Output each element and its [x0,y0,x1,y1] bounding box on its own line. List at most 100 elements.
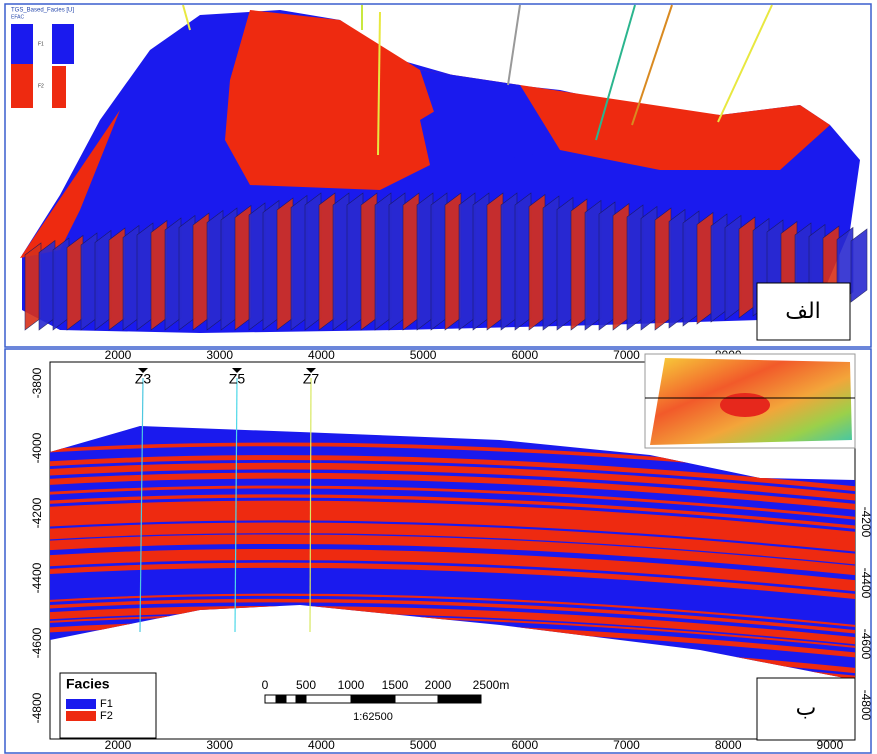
slice [66,234,84,331]
f1-region [420,70,560,160]
legend-label: F1 [100,698,113,710]
x-tick-label: 6000 [511,738,538,752]
y-tick-label: -4800 [859,690,873,721]
x-tick-label: 6000 [511,348,538,362]
f2-layer [50,614,855,648]
slice [430,192,448,331]
legend-label: F2 [38,83,44,89]
slice [290,194,308,331]
f2-layer [50,534,855,573]
y-tick-label: -4800 [30,692,44,723]
well-label: Z7 [303,371,320,387]
scale-segment [350,694,396,704]
scale-segment [264,694,277,704]
y-tick-label: -4400 [30,562,44,593]
f2-layer [50,472,855,510]
y-tick-label: -4000 [30,432,44,463]
y-tick-label: -4200 [859,507,873,538]
panel-a-subtitle: EFAC [11,14,24,20]
slice [38,239,56,331]
f2-layer [50,605,855,645]
x-tick-label: 9000 [817,738,844,752]
slice [164,217,182,331]
slice [178,214,196,331]
scale-segment [285,694,297,704]
y-tick-label: -4200 [30,497,44,528]
scale-label: 500 [296,678,316,692]
f2-layer [50,562,855,599]
slice [458,192,476,331]
label-box [756,282,851,341]
y-tick-label: -3800 [30,367,44,398]
slice [220,207,238,331]
slice [500,192,518,331]
scale-segment [394,694,439,704]
slice [52,237,70,331]
f2-layer [50,512,855,552]
f2-layer [50,538,855,576]
slice [640,205,658,331]
legend-swatch [11,24,33,64]
f2-layer [50,598,855,634]
slice [360,192,378,331]
legend-swatch [52,24,74,64]
well [182,4,191,31]
panel-a-title: TGS_Based_Facies [U] [11,8,74,14]
scale-label: 2000 [425,678,452,692]
slice [276,197,294,331]
slice [724,214,742,321]
scale-ratio: 1:62500 [353,711,393,723]
slice [122,224,140,331]
x-tick-label: 2000 [105,348,132,362]
label-box [756,677,856,741]
scale-label: 1500 [382,678,409,692]
slice [108,227,126,331]
slice [318,192,336,331]
scale-label: 2500m [473,678,510,692]
x-tick-label: 7000 [613,348,640,362]
legend-swatch [66,711,96,721]
f2-layer [50,494,855,529]
slice [486,192,504,331]
slice [556,196,574,331]
y-tick-label: -4600 [859,629,873,660]
slice [612,202,630,331]
slice [402,192,420,331]
inset-map-high [720,393,770,417]
legend-title: Facies [66,676,110,692]
scale-label: 0 [262,678,269,692]
slice [528,193,546,331]
slice [150,219,168,331]
well [595,4,636,141]
x-tick-label: 3000 [206,348,233,362]
x-tick-label: 4000 [308,738,335,752]
x-tick-label: 5000 [410,738,437,752]
slice [136,222,154,331]
scale-bar: 0 500 1000 1500 2000 2500m [262,678,510,704]
legend-swatch [66,699,96,709]
legend-swatch [11,64,33,108]
slice [24,242,42,331]
x-tick-label: 7000 [613,738,640,752]
well [507,4,521,86]
f2-layer [50,526,855,565]
slice [584,199,602,331]
slice [598,201,616,331]
y-tick-label: -4600 [30,627,44,658]
slice [472,192,490,331]
scale-segment [437,694,482,704]
well-marker [232,368,242,373]
panel-a: TGS_Based_Facies [U] EFAC F1 F2 الف [4,3,872,348]
f2-layer [50,549,855,589]
x-tick-label: 8000 [715,738,742,752]
x-tick-label: 4000 [308,348,335,362]
slice [192,212,210,331]
slice [696,211,714,325]
slice [570,198,588,331]
slice [668,208,686,329]
panel-label: الف [785,299,821,324]
legend-label: F1 [38,41,44,47]
slice [332,192,350,331]
slice [206,209,224,331]
well [717,4,773,123]
